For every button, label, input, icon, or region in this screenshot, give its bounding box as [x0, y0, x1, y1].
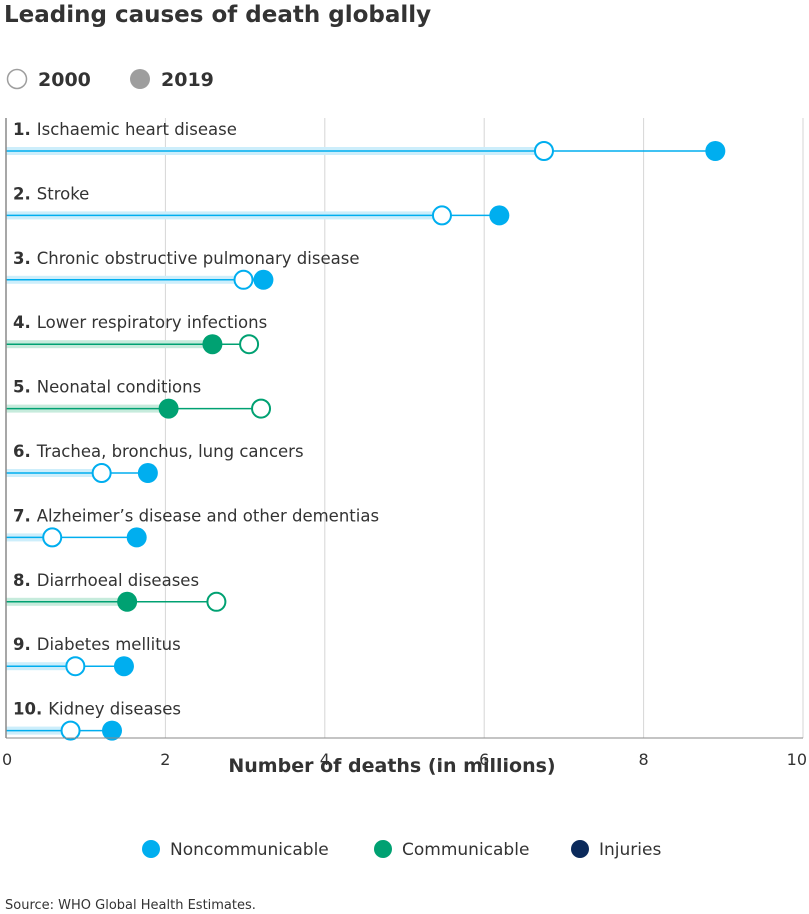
cause-label: 1. Ischaemic heart disease [13, 120, 237, 139]
cause-row: 6. Trachea, bronchus, lung cancers [6, 442, 304, 483]
cause-label: 2. Stroke [13, 184, 89, 203]
cause-name: Chronic obstructive pulmonary disease [37, 249, 360, 268]
cause-label: 4. Lower respiratory infections [13, 313, 267, 332]
cause-rows: 1. Ischaemic heart disease 2. Stroke 3. Chron… [6, 120, 726, 741]
cause-row: 2. Stroke [6, 184, 510, 226]
cause-label: 3. Chronic obstructive pulmonary disease [13, 249, 359, 268]
legend-injuries-marker [571, 840, 589, 858]
cause-rank: 3. [13, 249, 31, 268]
marker-2019 [113, 656, 134, 677]
cause-name: Trachea, bronchus, lung cancers [36, 442, 304, 461]
marker-2000 [42, 527, 63, 548]
marker-2000 [60, 720, 81, 741]
legend-noncommunicable-marker [142, 840, 160, 858]
marker-2019 [253, 269, 274, 290]
marker-2019 [137, 463, 158, 483]
cause-row: 1. Ischaemic heart disease [6, 120, 726, 161]
cause-name: Diarrhoeal diseases [37, 571, 199, 590]
marker-2000 [251, 398, 272, 419]
category-legend: Noncommunicable Communicable Injuries [142, 840, 661, 860]
x-tick-label: 6 [479, 750, 489, 769]
marker-2000 [239, 334, 260, 355]
cause-rank: 9. [13, 635, 31, 654]
cause-label: 9. Diabetes mellitus [13, 635, 181, 654]
cause-name: Kidney diseases [48, 700, 181, 719]
cause-rank: 4. [13, 313, 31, 332]
cause-label: 6. Trachea, bronchus, lung cancers [13, 442, 304, 461]
marker-2000 [233, 269, 254, 290]
legend-injuries-label: Injuries [599, 840, 661, 860]
cause-name: Ischaemic heart disease [37, 120, 237, 139]
legend-2019-marker [130, 69, 150, 89]
marker-2019 [202, 334, 223, 355]
cause-rank: 10. [13, 700, 42, 719]
marker-2000 [533, 141, 554, 161]
marker-2000 [206, 591, 227, 612]
marker-2000 [65, 656, 86, 677]
cause-row: 4. Lower respiratory infections [6, 313, 267, 355]
marker-2019 [158, 398, 179, 419]
marker-2019 [102, 720, 123, 741]
cause-label: 10. Kidney diseases [13, 700, 181, 719]
cause-label: 7. Alzheimer’s disease and other dementia… [13, 506, 379, 525]
legend-communicable-label: Communicable [402, 840, 529, 860]
x-tick-label: 0 [2, 750, 12, 769]
cause-row: 10. Kidney diseases [6, 700, 181, 741]
x-tick-label: 2 [160, 750, 170, 769]
legend-2019-label: 2019 [161, 69, 214, 91]
cause-row: 8. Diarrhoeal diseases [6, 571, 227, 612]
year-legend: 2000 2019 [6, 68, 214, 91]
cause-label: 8. Diarrhoeal diseases [13, 571, 199, 590]
cause-row: 9. Diabetes mellitus [6, 635, 181, 677]
source-note: Source: WHO Global Health Estimates. [5, 898, 256, 913]
cause-rank: 1. [13, 120, 31, 139]
legend-noncommunicable-label: Noncommunicable [170, 840, 329, 860]
x-axis-label: Number of deaths (in millions) [228, 755, 555, 777]
marker-2000 [431, 205, 452, 226]
cause-row: 7. Alzheimer’s disease and other dementia… [6, 506, 379, 548]
legend-2000-marker [6, 68, 28, 90]
cause-name: Neonatal conditions [37, 378, 201, 397]
cause-name: Lower respiratory infections [37, 313, 267, 332]
cause-rank: 5. [13, 378, 31, 397]
cause-row: 3. Chronic obstructive pulmonary disease [6, 249, 359, 290]
grid-lines [164, 118, 804, 738]
marker-2019 [705, 141, 726, 161]
legend-2000-label: 2000 [38, 69, 91, 91]
marker-2019 [117, 591, 138, 612]
x-tick-label: 8 [639, 750, 649, 769]
x-axis: 0 2 4 6 8 10 [2, 118, 807, 769]
cause-name: Stroke [37, 184, 90, 203]
cause-name: Diabetes mellitus [37, 635, 181, 654]
cause-rank: 6. [13, 442, 31, 461]
cause-rank: 8. [13, 571, 31, 590]
cause-rank: 2. [13, 184, 31, 203]
cause-row: 5. Neonatal conditions [6, 378, 272, 419]
cause-name: Alzheimer’s disease and other dementias [37, 506, 379, 525]
x-tick-label: 4 [320, 750, 330, 769]
marker-2000 [91, 463, 112, 483]
cause-rank: 7. [13, 506, 31, 525]
x-tick-label: 10 [787, 750, 807, 769]
chart-title: Leading causes of death globally [4, 2, 431, 28]
legend-communicable-marker [374, 840, 392, 858]
marker-2019 [489, 205, 510, 226]
marker-2019 [126, 527, 147, 548]
cause-label: 5. Neonatal conditions [13, 378, 201, 397]
